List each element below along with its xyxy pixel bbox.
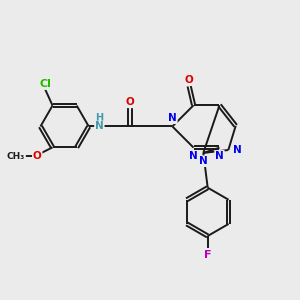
- Text: Cl: Cl: [39, 79, 51, 89]
- Text: O: O: [126, 97, 134, 107]
- Text: N: N: [215, 151, 224, 161]
- Text: N: N: [168, 113, 177, 123]
- Text: O: O: [33, 151, 42, 161]
- Text: H: H: [95, 113, 104, 123]
- Text: N: N: [95, 122, 104, 131]
- Text: O: O: [185, 75, 194, 85]
- Text: N: N: [189, 151, 198, 161]
- Text: CH₃: CH₃: [7, 152, 25, 161]
- Text: N: N: [233, 145, 242, 155]
- Text: N: N: [199, 156, 208, 166]
- Text: F: F: [204, 250, 212, 260]
